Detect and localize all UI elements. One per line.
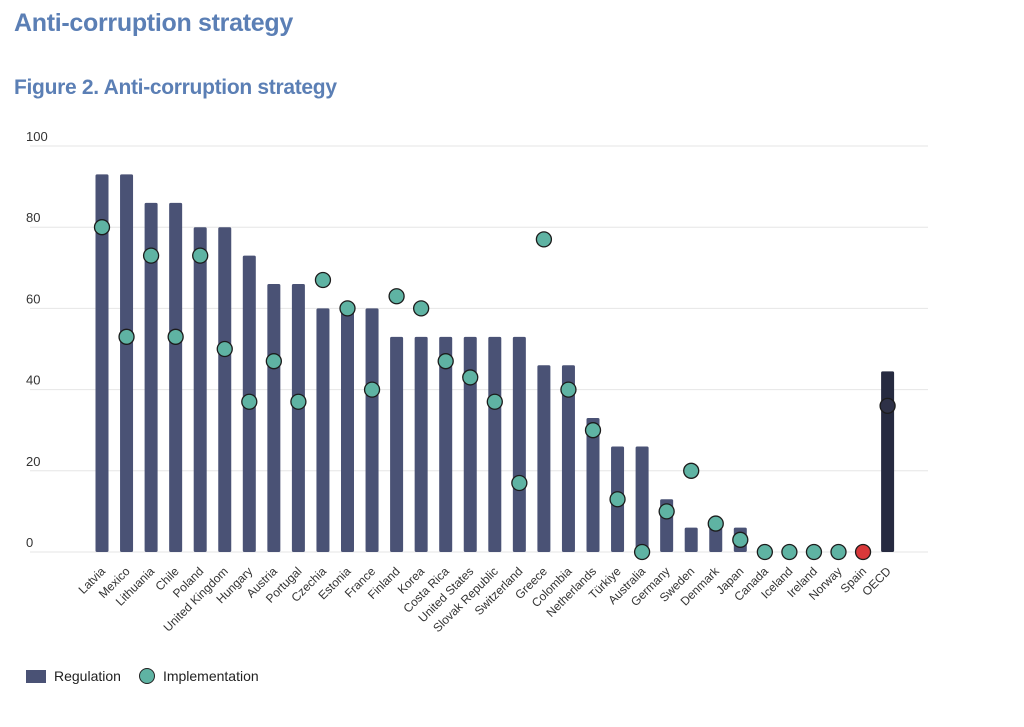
dot-implementation-portugal [290,393,307,410]
dot-implementation-germany [658,503,675,520]
y-tick-label: 0 [26,535,33,550]
dot-implementation-mexico [118,328,135,345]
dot-implementation-türkiye [609,491,626,508]
bar-regulation-oecd [881,371,895,552]
y-tick-label: 40 [26,373,40,388]
y-tick-label: 80 [26,210,40,225]
bar-regulation-portugal [291,284,305,552]
y-tick-label: 60 [26,291,40,306]
dot-implementation-hungary [241,393,258,410]
dot-implementation-france [363,381,381,398]
bar-regulation-netherlands [586,418,600,552]
bar-regulation-switzerland [512,336,526,552]
dot-implementation-united-states [462,369,479,386]
dot-implementation-switzerland [511,474,528,492]
dot-implementation-sweden [683,462,700,479]
bar-regulation-sweden [684,527,698,552]
dot-implementation-iceland [781,543,798,561]
bar-regulation-united-kingdom [218,227,232,552]
y-tick-label: 20 [26,454,40,469]
chart: 0 20 40 60 80 100 LatviaMexicoLithuaniaChileP… [26,129,928,635]
bar-regulation-poland [193,227,207,552]
bar-regulation-korea [414,336,428,552]
dot-implementation-oecd [879,397,896,414]
dot-implementation-united-kingdom [216,340,233,358]
bar-regulation-lithuania [144,202,158,552]
legend-swatch-regulation [26,669,46,683]
bar-regulation-france [365,308,379,552]
bar-regulation-mexico [120,174,134,553]
dot-implementation-costa-rica [437,353,454,370]
dot-implementation-australia [633,543,651,561]
y-tick-label: 100 [26,129,48,144]
dot-implementation-czechia [314,271,332,289]
dot-implementation-lithuania [142,247,160,264]
dot-implementation-korea [412,300,430,317]
dot-implementation-ireland [805,543,823,561]
page-title: Anti-corruption strategy [14,9,293,37]
dot-implementation-norway [830,543,847,561]
legend-label-regulation: Regulation [54,668,121,684]
figure-title: Figure 2. Anti-corruption strategy [14,76,337,99]
legend-label-implementation: Implementation [162,668,259,684]
bar-regulation-czechia [316,308,330,552]
dot-implementation-estonia [339,300,356,317]
bar-regulation-austria [267,284,281,552]
bar-regulation-australia [635,446,649,552]
dot-implementation-poland [192,247,209,264]
legend-swatch-implementation [138,668,155,684]
dot-implementation-canada [756,543,773,561]
bar-regulation-greece [537,365,551,552]
x-tick-label: OECD [859,564,894,599]
bar-regulation-costa-rica [439,336,453,552]
dot-implementation-slovak-republic [486,393,503,410]
dot-implementation-denmark [707,515,724,532]
bar-regulation-finland [390,336,404,552]
bar-regulation-estonia [341,308,354,552]
dot-implementation-latvia [93,219,111,236]
bar-regulation-united-states [463,336,477,552]
chart-dots [93,219,896,561]
bar-regulation-denmark [709,527,723,552]
bar-regulation-latvia [95,174,109,553]
dot-implementation-finland [388,288,405,305]
dot-implementation-japan [732,531,749,548]
chart-bars [95,174,895,553]
dot-implementation-austria [265,353,283,370]
dot-implementation-spain [854,543,872,561]
bar-regulation-colombia [561,365,575,552]
chart-y-axis: 0 20 40 60 80 100 [26,129,48,550]
dot-implementation-greece [535,231,553,248]
chart-gridlines [30,145,928,553]
dot-implementation-netherlands [584,422,602,439]
bar-regulation-chile [169,202,183,552]
chart-legend: Regulation Implementation [26,668,259,684]
bar-regulation-slovak-republic [488,336,502,552]
dot-implementation-chile [167,328,184,345]
dot-implementation-colombia [560,381,577,398]
